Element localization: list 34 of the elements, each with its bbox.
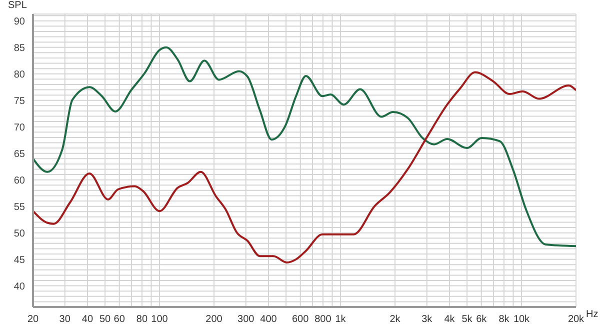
y-tick-label: 50	[14, 228, 26, 240]
x-tick-label: 60	[114, 314, 126, 326]
y-tick-label: 65	[14, 148, 26, 160]
y-tick-label: 55	[14, 202, 26, 213]
x-tick-label: 80	[136, 314, 148, 326]
x-tick-label: 100	[151, 314, 168, 326]
x-tick-label: 600	[292, 314, 310, 326]
x-tick-label: 30	[59, 314, 71, 326]
y-tick-label: 70	[14, 122, 26, 134]
x-tick-label: 200	[206, 314, 223, 326]
x-tick-label: 20k	[568, 314, 586, 326]
x-tick-label: 50	[99, 314, 112, 326]
x-tick-label: 6k	[476, 314, 488, 326]
y-tick-label: 60	[14, 175, 26, 186]
x-tick-label: 10k	[513, 314, 531, 326]
x-tick-label: 3k	[422, 314, 434, 326]
x-tick-label: 4k	[444, 314, 456, 326]
x-tick-label: 400	[260, 314, 278, 326]
y-tick-label: 40	[14, 281, 26, 292]
x-tick-label: 2k	[390, 314, 402, 326]
x-tick-label: 800	[314, 314, 332, 326]
x-tick-label: 20	[27, 314, 39, 326]
x-tick-label: 40	[82, 314, 94, 326]
y-axis-title: SPL	[8, 0, 27, 11]
x-tick-label: 5k	[462, 314, 474, 326]
x-tick-label: 8k	[498, 314, 510, 326]
x-tick-label: 300	[238, 314, 255, 326]
y-tick-label: 90	[14, 16, 26, 28]
y-tick-label: 45	[14, 254, 26, 266]
x-axis-title: Hz	[586, 309, 598, 321]
y-tick-label: 85	[14, 42, 26, 54]
y-tick-label: 75	[14, 96, 26, 107]
x-tick-label: 1k	[335, 314, 347, 326]
y-tick-label: 80	[14, 69, 26, 80]
